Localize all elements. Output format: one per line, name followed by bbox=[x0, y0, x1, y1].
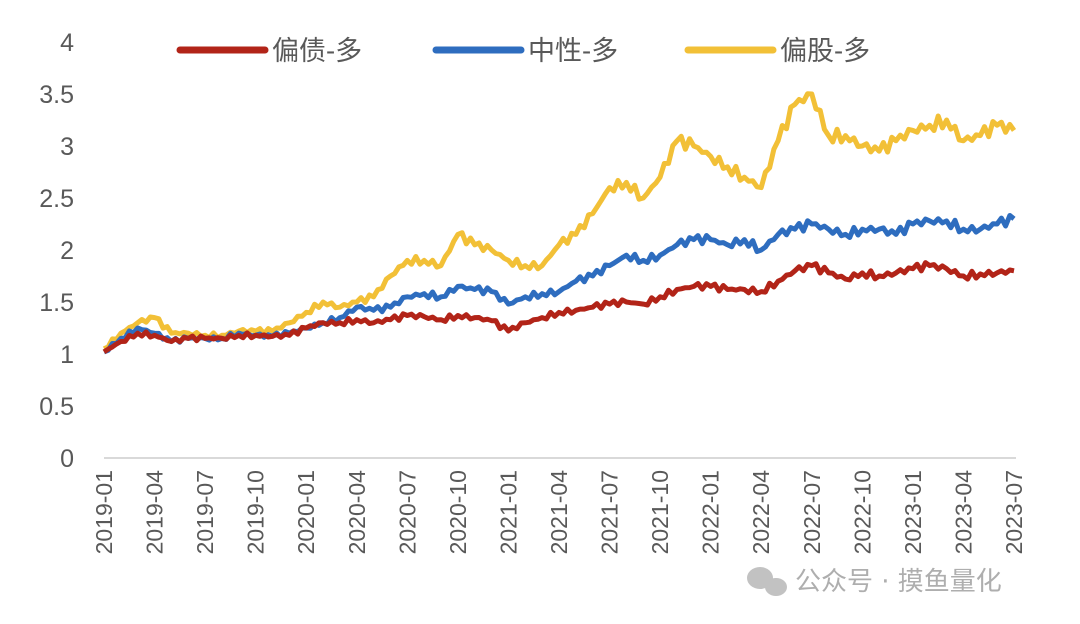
y-tick-label: 4 bbox=[60, 29, 74, 57]
y-tick-label: 1 bbox=[60, 341, 74, 369]
series-line-2 bbox=[102, 91, 1017, 352]
watermark: 公众号 · 摸鱼量化 bbox=[747, 567, 1002, 597]
x-tick-label: 2020-01 bbox=[293, 470, 319, 554]
y-tick-label: 2 bbox=[60, 237, 74, 265]
y-axis: 0 0.5 1 1.5 2 2.5 3 3.5 4 bbox=[39, 29, 74, 473]
y-tick-label: 1.5 bbox=[39, 289, 74, 317]
x-tick-label: 2019-10 bbox=[243, 470, 269, 554]
y-tick-label: 0 bbox=[60, 445, 74, 473]
x-tick-label: 2020-04 bbox=[344, 470, 370, 555]
x-tick-label: 2023-01 bbox=[900, 470, 926, 554]
wechat-icon bbox=[747, 567, 787, 596]
y-tick-label: 0.5 bbox=[39, 393, 74, 421]
x-tick-label: 2023-04 bbox=[950, 470, 976, 555]
y-tick-label: 3 bbox=[60, 133, 74, 161]
series-lines bbox=[102, 91, 1017, 355]
x-tick-label: 2023-07 bbox=[1001, 470, 1027, 554]
x-tick-label: 2022-04 bbox=[748, 470, 774, 555]
x-tick-label: 2022-10 bbox=[849, 470, 875, 554]
x-axis: 2019-01 2019-04 2019-07 2019-10 2020-01 2020-… bbox=[91, 470, 1027, 555]
series-line-1 bbox=[103, 213, 1016, 355]
y-tick-label: 3.5 bbox=[39, 81, 74, 109]
legend-label-1: 中性-多 bbox=[528, 36, 618, 67]
x-tick-label: 2019-01 bbox=[91, 470, 117, 554]
x-tick-label: 2019-07 bbox=[192, 470, 218, 554]
series-line-0 bbox=[102, 260, 1015, 355]
x-tick-label: 2019-04 bbox=[142, 470, 168, 555]
legend-label-2: 偏股-多 bbox=[780, 36, 870, 67]
legend-label-0: 偏债-多 bbox=[272, 36, 362, 67]
x-tick-label: 2022-07 bbox=[799, 470, 825, 554]
x-tick-label: 2021-01 bbox=[495, 470, 521, 554]
legend: 偏债-多 中性-多 偏股-多 bbox=[176, 36, 870, 67]
x-tick-label: 2022-01 bbox=[698, 470, 724, 554]
y-tick-label: 2.5 bbox=[39, 185, 74, 213]
x-tick-label: 2021-07 bbox=[597, 470, 623, 554]
x-tick-label: 2021-10 bbox=[647, 470, 673, 554]
x-tick-label: 2020-10 bbox=[445, 470, 471, 554]
x-tick-label: 2021-04 bbox=[546, 470, 572, 555]
x-tick-label: 2020-07 bbox=[394, 470, 420, 554]
watermark-text: 公众号 · 摸鱼量化 bbox=[795, 567, 1002, 597]
